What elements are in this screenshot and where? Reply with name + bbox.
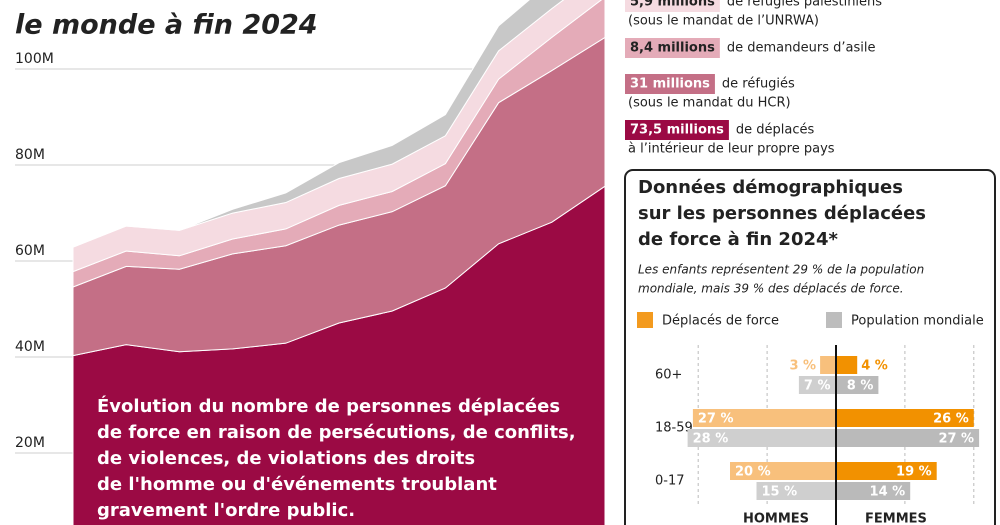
value-label: 20 % (735, 465, 771, 480)
legend-amount: 73,5 millions (630, 123, 724, 138)
category-label: 0-17 (655, 474, 685, 489)
y-tick-label: 60M (15, 243, 45, 259)
panel-title: sur les personnes déplacées (638, 203, 926, 224)
panel-title: Données démographiques (638, 177, 903, 198)
value-label: 27 % (698, 412, 734, 427)
bar (836, 376, 879, 394)
legend-swatch (625, 0, 720, 12)
legend-swatch (826, 312, 842, 328)
value-label: 15 % (762, 485, 798, 500)
bar (687, 429, 836, 447)
annotation: gravement l'ordre public. (97, 500, 355, 521)
panel-subtitle: mondiale, mais 39 % des déplacés de forc… (638, 282, 904, 296)
bar (798, 376, 836, 394)
value-label: 14 % (870, 485, 906, 500)
annotation: de l'homme ou d'événements troublant (97, 474, 497, 495)
y-tick-label: 80M (15, 147, 45, 163)
legend-label: (sous le mandat de l’UNRWA) (628, 14, 819, 29)
chart-title: le monde à fin 2024 (15, 10, 318, 41)
side-label: FEMMES (865, 512, 927, 525)
annotation: de violences, de violations des droits (97, 448, 475, 469)
annotation: Évolution du nombre de personnes déplacé… (97, 395, 560, 417)
legend-amount: 5,9 millions (630, 0, 715, 10)
legend-swatch (625, 120, 729, 140)
bar (756, 482, 836, 500)
annotation: de force en raison de persécutions, de c… (97, 422, 576, 443)
value-label: 8 % (847, 379, 874, 394)
legend-amount: 31 millions (630, 77, 710, 92)
value-label: 28 % (693, 432, 729, 447)
y-tick-label: 100M (15, 51, 54, 67)
y-tick-label: 40M (15, 339, 45, 355)
bar (836, 409, 974, 427)
legend-amount: 8,4 millions (630, 41, 715, 56)
value-label: 3 % (789, 359, 816, 374)
legend-label: de déplacés (736, 123, 815, 138)
legend-label: de réfugiés palestiniens (727, 0, 882, 10)
legend-swatch (637, 312, 653, 328)
legend-label: Population mondiale (851, 314, 984, 329)
legend-swatch (625, 38, 720, 58)
bar (836, 482, 911, 500)
value-label: 4 % (861, 359, 888, 374)
value-label: 26 % (933, 412, 969, 427)
bar (836, 356, 858, 374)
bar (836, 429, 980, 447)
legend-label: de demandeurs d’asile (727, 41, 876, 56)
legend-label: à l’intérieur de leur propre pays (628, 142, 835, 157)
panel-subtitle: Les enfants représentent 29 % de la popu… (638, 263, 924, 277)
legend-label: (sous le mandat du HCR) (628, 96, 791, 111)
bar (730, 462, 836, 480)
legend-label: Déplacés de force (662, 314, 779, 329)
value-label: 27 % (938, 432, 974, 447)
legend-label: de réfugiés (722, 77, 795, 92)
bar (692, 409, 836, 427)
y-tick-label: 20M (15, 435, 45, 451)
value-label: 19 % (896, 465, 932, 480)
value-label: 7 % (804, 379, 831, 394)
panel-title: de force à fin 2024* (638, 229, 839, 250)
side-label: HOMMES (743, 512, 809, 525)
bar (820, 356, 836, 374)
category-label: 18-59 (655, 421, 693, 436)
panel-border (624, 169, 996, 525)
bar (836, 462, 937, 480)
category-label: 60+ (655, 368, 682, 383)
area-layer (72, 0, 565, 248)
legend-swatch (625, 74, 715, 94)
